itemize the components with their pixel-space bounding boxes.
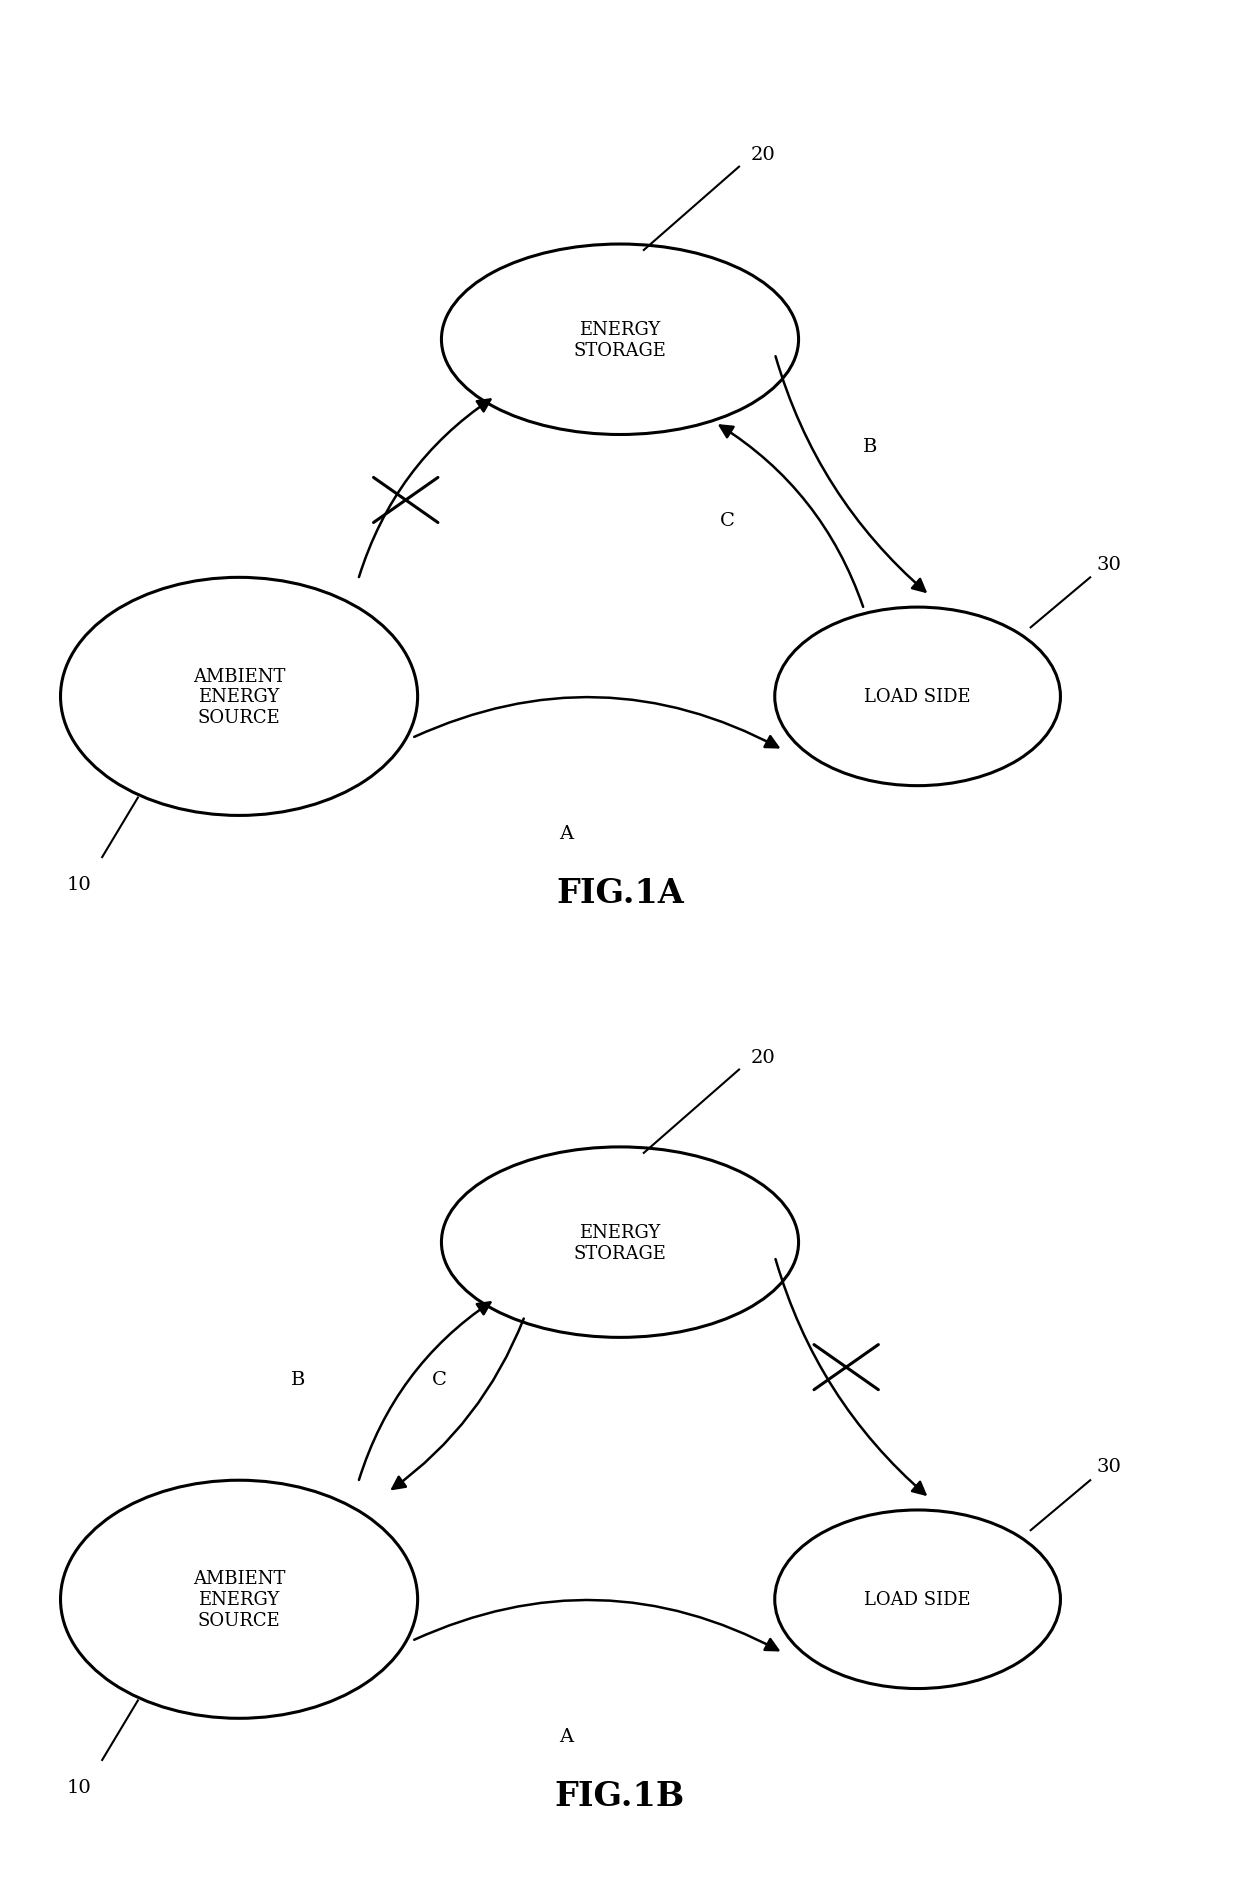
- FancyArrowPatch shape: [414, 697, 779, 748]
- Text: A: A: [559, 1728, 573, 1745]
- Text: 30: 30: [1096, 1457, 1121, 1476]
- Text: ENERGY
STORAGE: ENERGY STORAGE: [574, 1224, 666, 1261]
- Text: LOAD SIDE: LOAD SIDE: [864, 688, 971, 707]
- Text: AMBIENT
ENERGY
SOURCE: AMBIENT ENERGY SOURCE: [193, 1570, 285, 1630]
- Text: A: A: [559, 825, 573, 842]
- Text: LOAD SIDE: LOAD SIDE: [864, 1590, 971, 1609]
- Text: ENERGY
STORAGE: ENERGY STORAGE: [574, 321, 666, 359]
- FancyArrowPatch shape: [775, 357, 925, 592]
- FancyArrowPatch shape: [358, 400, 490, 577]
- Text: AMBIENT
ENERGY
SOURCE: AMBIENT ENERGY SOURCE: [193, 667, 285, 728]
- Text: C: C: [432, 1371, 446, 1387]
- Text: B: B: [291, 1371, 306, 1387]
- Ellipse shape: [61, 577, 418, 816]
- Text: 20: 20: [751, 1049, 776, 1066]
- FancyArrowPatch shape: [358, 1303, 490, 1480]
- Ellipse shape: [441, 1147, 799, 1339]
- Text: C: C: [719, 511, 734, 530]
- Ellipse shape: [775, 1510, 1060, 1688]
- Text: FIG.1B: FIG.1B: [554, 1778, 686, 1812]
- Text: 10: 10: [67, 1778, 92, 1795]
- Text: 30: 30: [1096, 555, 1121, 573]
- Text: B: B: [863, 438, 877, 457]
- Ellipse shape: [61, 1480, 418, 1718]
- Text: 10: 10: [67, 876, 92, 893]
- Ellipse shape: [441, 244, 799, 436]
- FancyArrowPatch shape: [775, 1260, 925, 1495]
- Ellipse shape: [775, 607, 1060, 786]
- Text: 20: 20: [751, 147, 776, 164]
- Text: FIG.1A: FIG.1A: [556, 876, 684, 910]
- FancyArrowPatch shape: [414, 1600, 779, 1651]
- FancyArrowPatch shape: [392, 1320, 523, 1489]
- FancyArrowPatch shape: [720, 427, 863, 607]
